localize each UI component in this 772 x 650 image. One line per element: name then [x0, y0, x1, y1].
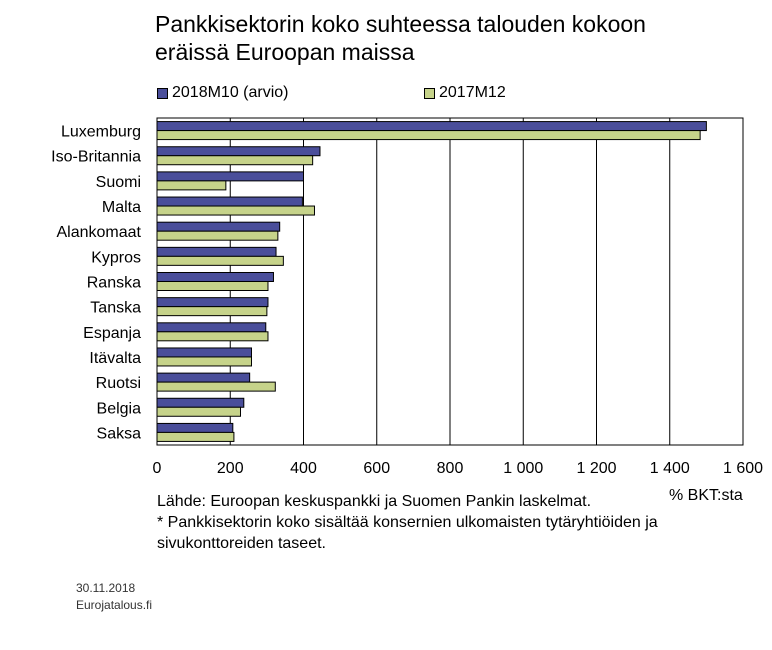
x-tick-label: 1 000	[503, 460, 543, 477]
bar-series-1	[156, 221, 281, 232]
bar-series-2	[156, 331, 269, 342]
category-label: Malta	[102, 199, 141, 216]
x-tick-label: 0	[153, 460, 162, 477]
bar-series-1	[156, 121, 707, 132]
title-line-2: eräissä Euroopan maissa	[155, 39, 415, 65]
category-label: Tanska	[90, 300, 141, 317]
legend-item-series-1: 2018M10 (arvio)	[157, 84, 289, 102]
source-line-3: sivukonttoreiden taseet.	[157, 535, 326, 552]
footer: 30.11.2018 Eurojatalous.fi	[76, 580, 152, 614]
legend-swatch-series-1	[157, 87, 168, 99]
category-label: Iso-Britannia	[51, 149, 141, 166]
footer-date: 30.11.2018	[76, 581, 136, 595]
plot-frame	[156, 117, 744, 446]
category-label: Kypros	[91, 249, 141, 266]
category-label: Belgia	[97, 400, 142, 417]
bar-series-1	[156, 347, 252, 358]
bar-series-2	[156, 281, 269, 291]
bar-series-2	[156, 205, 315, 216]
chart-title: Pankkisektorin koko suhteessa talouden k…	[155, 10, 755, 66]
bar-series-1	[156, 422, 234, 433]
x-tick-label: 600	[363, 460, 390, 477]
bar-series-1	[156, 297, 269, 308]
legend-label-series-1: 2018M10 (arvio)	[172, 84, 289, 101]
category-label: Itävalta	[89, 350, 141, 367]
bar-series-2	[156, 255, 284, 266]
category-label: Suomi	[96, 174, 141, 191]
bar-series-2	[156, 431, 235, 442]
unit-label: % BKT:sta	[669, 487, 743, 504]
bar-series-1	[156, 171, 304, 182]
bar-series-1	[156, 322, 267, 333]
legend-item-series-2: 2017M12	[424, 84, 506, 102]
bar-series-2	[156, 155, 314, 166]
category-label: Ranska	[87, 275, 141, 292]
bar-series-1	[156, 246, 277, 257]
bar-series-2	[156, 230, 279, 241]
bar-series-2	[156, 130, 701, 141]
bar-series-2	[156, 356, 252, 367]
bar-series-1	[156, 372, 251, 383]
x-tick-label: 400	[290, 460, 317, 477]
x-tick-label: 1 200	[576, 460, 616, 477]
bar-series-1	[156, 272, 274, 282]
source-line-1: Lähde: Euroopan keskuspankki ja Suomen P…	[157, 493, 592, 510]
x-tick-label: 1 600	[723, 460, 763, 477]
title-line-1: Pankkisektorin koko suhteessa talouden k…	[155, 11, 646, 37]
legend-swatch-series-2	[424, 87, 435, 99]
category-label: Luxemburg	[61, 124, 141, 141]
bar-series-1	[156, 146, 321, 157]
legend-label-series-2: 2017M12	[439, 84, 506, 101]
bar-series-2	[156, 381, 276, 392]
source-note: Lähde: Euroopan keskuspankki ja Suomen P…	[157, 491, 757, 554]
source-line-2: * Pankkisektorin koko sisältää konsernie…	[157, 514, 658, 531]
category-label: Espanja	[83, 325, 141, 342]
bar-series-2	[156, 406, 242, 417]
bar-series-2	[156, 306, 268, 317]
x-tick-label: 800	[437, 460, 464, 477]
category-label: Alankomaat	[57, 224, 142, 241]
bar-series-1	[156, 196, 303, 207]
category-label: Saksa	[97, 425, 142, 442]
bar-series-2	[156, 180, 227, 191]
bar-series-1	[156, 397, 245, 408]
x-tick-label: 200	[217, 460, 244, 477]
x-tick-label: 1 400	[650, 460, 690, 477]
category-label: Ruotsi	[96, 375, 141, 392]
footer-site: Eurojatalous.fi	[76, 598, 153, 612]
